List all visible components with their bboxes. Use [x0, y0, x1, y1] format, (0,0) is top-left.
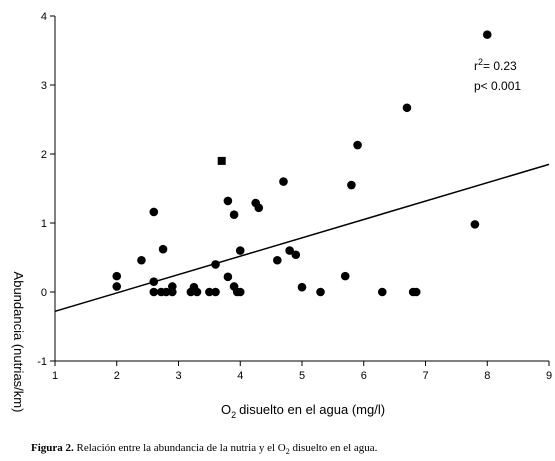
x-tick-label: 3: [175, 370, 181, 382]
data-point: [211, 287, 220, 297]
y-tick-label: 2: [41, 149, 47, 161]
data-point: [229, 210, 239, 220]
data-point: [149, 207, 159, 217]
p-value-annotation: p< 0.001: [474, 79, 521, 93]
x-tick-label: 8: [484, 370, 490, 382]
data-point: [137, 255, 146, 265]
data-point: [297, 282, 307, 292]
x-axis-title-text: disuelto en el agua (mg/l): [239, 402, 385, 417]
data-point: [377, 287, 387, 297]
data-point: [112, 271, 122, 281]
data-point: [223, 196, 233, 206]
caption-subscript: 2: [286, 447, 290, 456]
y-tick-label: 1: [41, 218, 47, 230]
data-point: [353, 140, 362, 150]
x-axis-ticks: 1 2 3 4 5 6 7 8 9: [52, 361, 552, 382]
data-point: [316, 287, 325, 297]
caption-text-end: disuelto en el agua.: [290, 442, 378, 454]
data-point: [340, 271, 350, 281]
data-point: [482, 30, 492, 39]
regression-line: [54, 163, 550, 313]
data-point: [161, 287, 171, 297]
data-point: [291, 250, 301, 260]
data-point: [217, 156, 226, 165]
x-tick-label: 7: [422, 370, 428, 382]
x-tick-label: 5: [299, 370, 305, 382]
data-point: [470, 220, 480, 229]
data-point: [223, 272, 233, 282]
data-point: [211, 260, 220, 269]
r-value: = 0.23: [483, 59, 517, 73]
r-label: r: [474, 59, 478, 73]
data-point: [168, 287, 177, 297]
data-point: [192, 287, 202, 297]
caption-text: Relación entre la abundancia de la nutri…: [74, 442, 286, 454]
x-tick-label: 1: [52, 370, 58, 382]
data-point: [279, 177, 288, 186]
x-tick-label: 6: [361, 370, 367, 382]
data-point: [235, 246, 245, 255]
x-axis-title-subscript: 2: [231, 410, 236, 420]
data-point: [402, 103, 412, 113]
data-point: [347, 180, 356, 190]
x-axis-title-prefix: O: [221, 402, 231, 417]
data-point: [149, 277, 159, 286]
x-tick-label: 4: [237, 370, 243, 382]
y-tick-label: 0: [41, 287, 47, 299]
y-axis-title: Abundancia (nutrias/km): [11, 272, 26, 413]
data-point: [285, 246, 294, 255]
x-tick-label: 9: [546, 370, 552, 382]
data-point: [235, 287, 245, 297]
data-point: [149, 287, 159, 297]
y-tick-label: -1: [37, 356, 47, 368]
data-point: [254, 203, 264, 213]
data-point: [112, 282, 122, 291]
y-axis-ticks: -1 0 1 2 3 4: [37, 11, 55, 368]
r-superscript: 2: [478, 57, 483, 67]
x-tick-label: 2: [114, 370, 120, 382]
y-tick-label: 3: [41, 80, 47, 92]
caption-label: Figura 2.: [31, 442, 74, 454]
data-point: [273, 255, 282, 265]
x-axis-title: O2 disuelto en el agua (mg/l): [221, 402, 385, 420]
figure-caption: Figura 2. Relación entre la abundancia d…: [31, 442, 378, 456]
data-point: [158, 244, 168, 254]
r-squared-annotation: r2= 0.23: [474, 57, 517, 73]
data-points: [112, 30, 492, 297]
data-point: [205, 287, 214, 297]
data-point: [411, 287, 421, 297]
y-tick-label: 4: [41, 11, 47, 23]
